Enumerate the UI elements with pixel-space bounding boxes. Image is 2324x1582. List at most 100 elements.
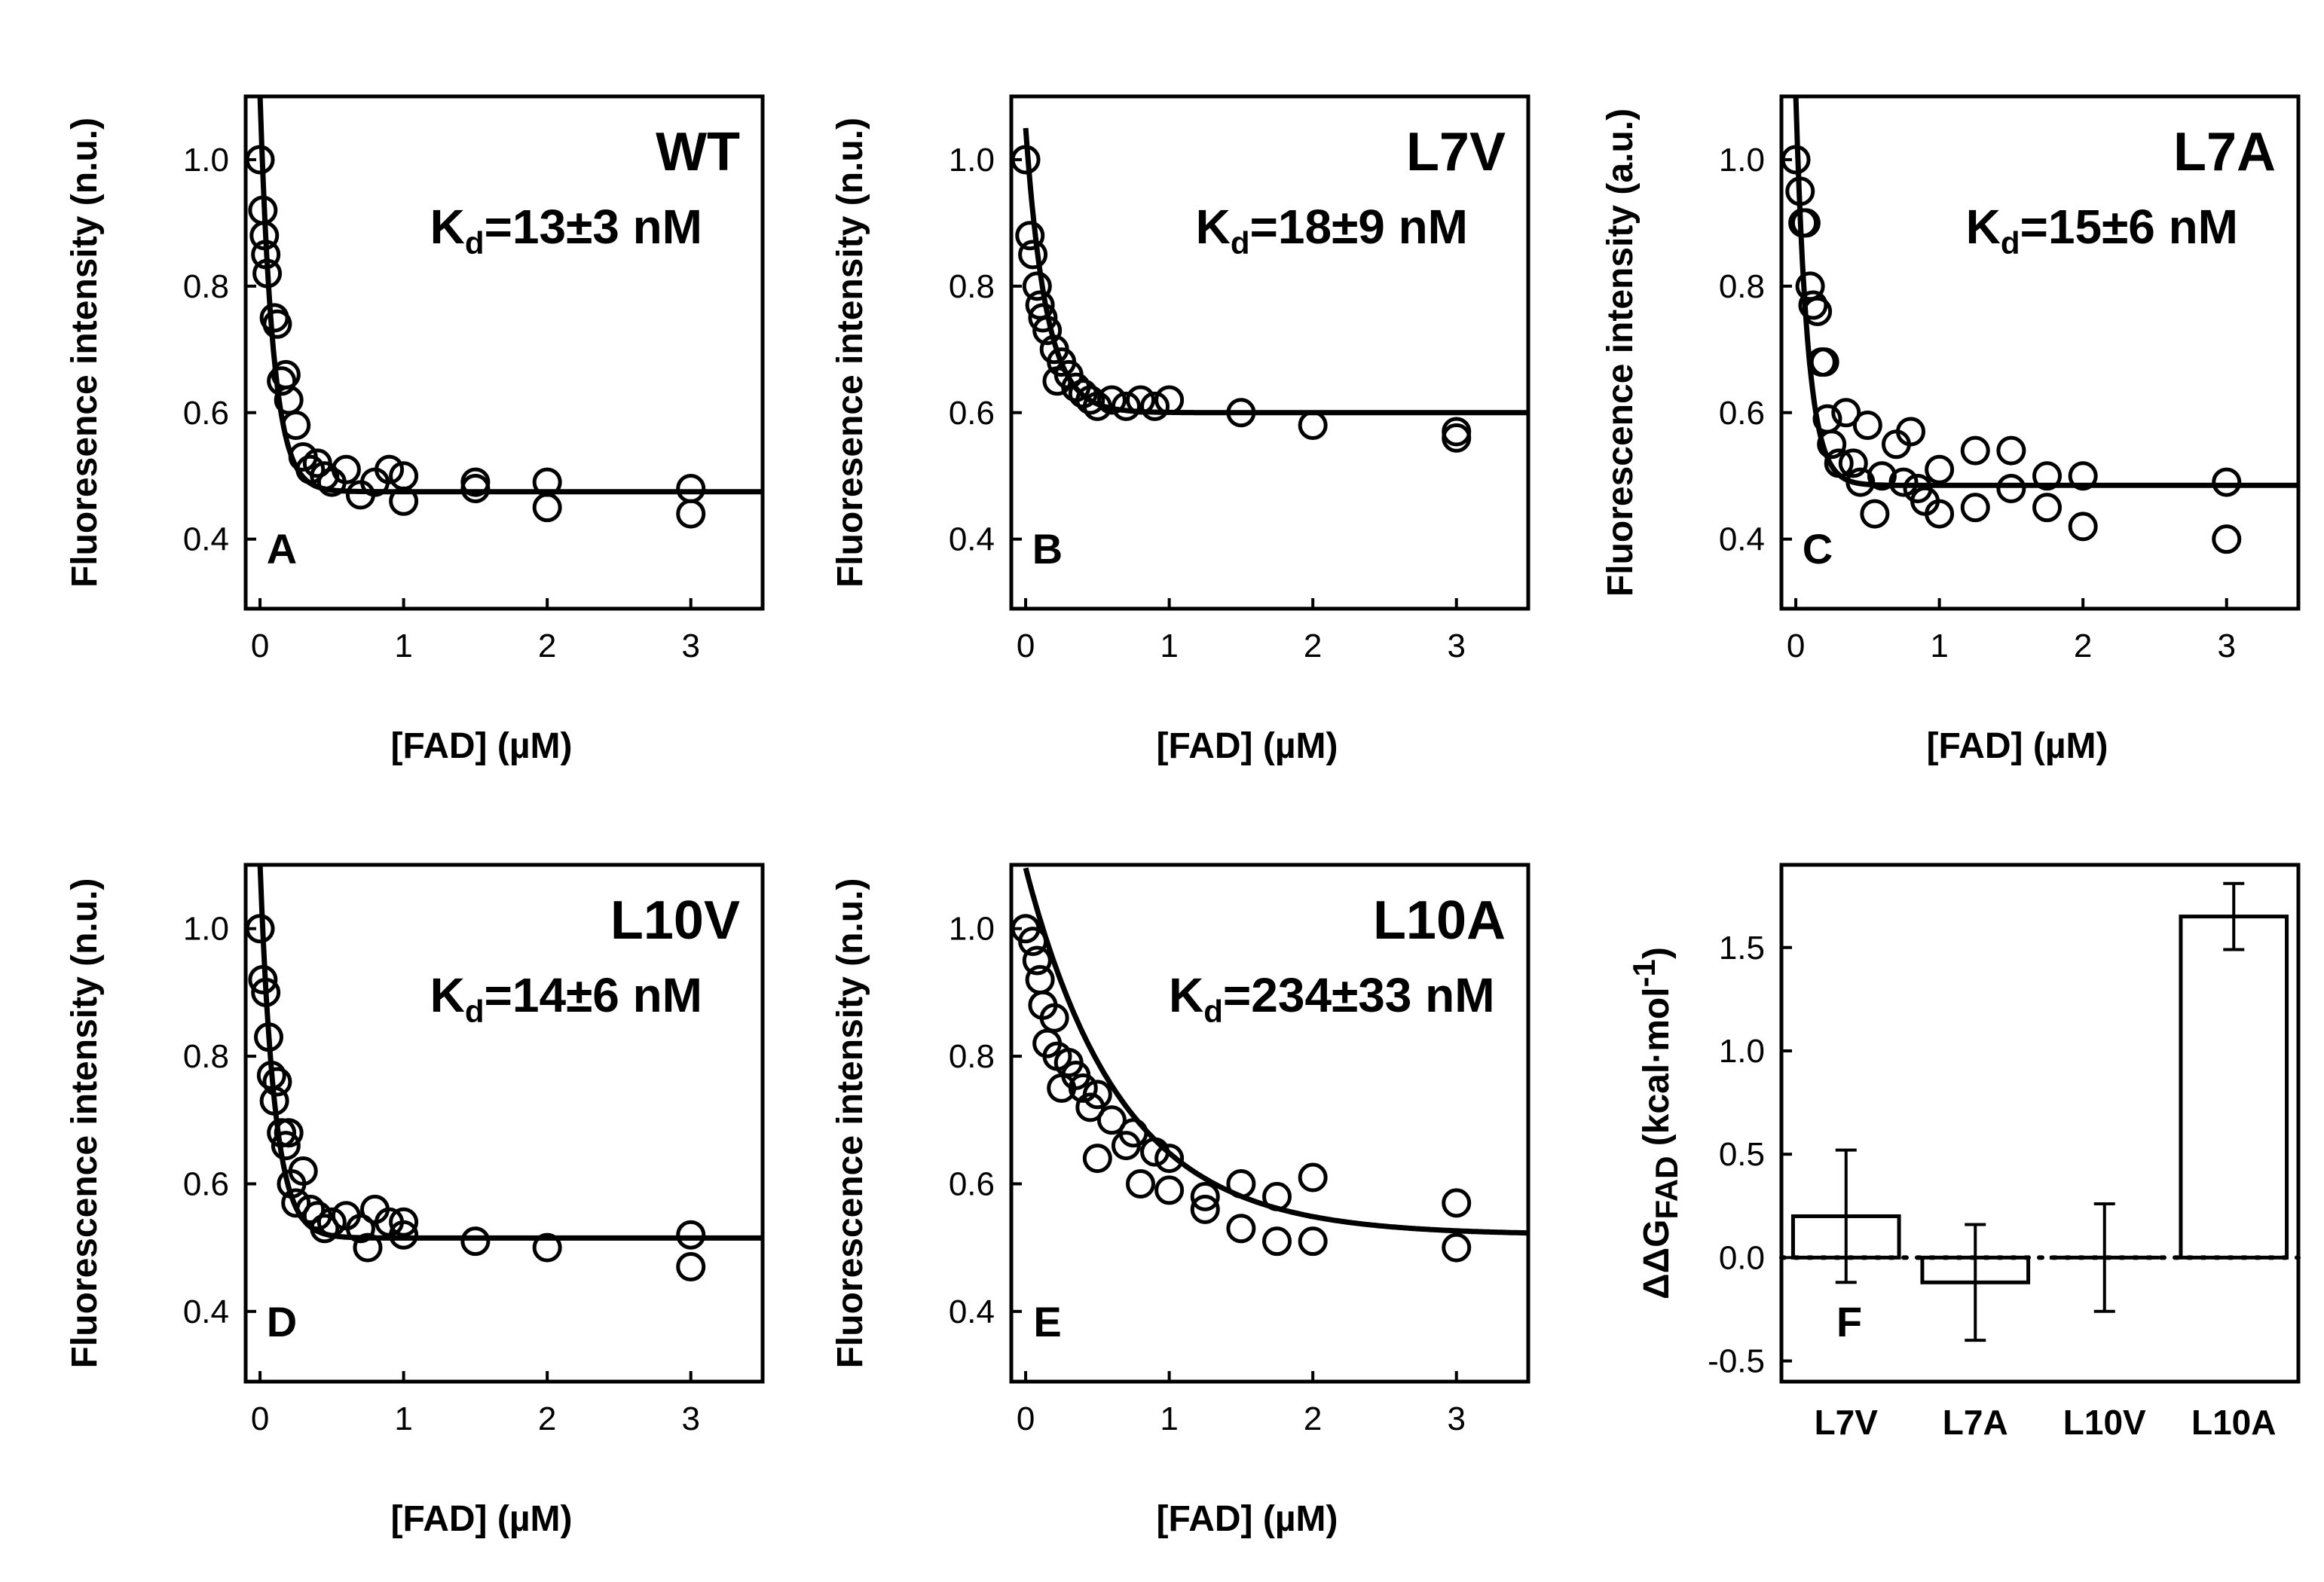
y-tick-label: 0.8 — [1719, 268, 1765, 305]
data-point — [353, 1232, 383, 1263]
y-tick-label: 1.0 — [949, 142, 995, 179]
x-tick-label: 0 — [1787, 628, 1805, 664]
data-point — [460, 1226, 491, 1257]
data-point — [1111, 391, 1141, 421]
plot-frame — [1009, 94, 1530, 611]
kd-label: Kd=18±9 nM — [1196, 200, 1468, 261]
data-point — [676, 1220, 706, 1250]
data-point — [1852, 411, 1882, 441]
plot-frame — [243, 863, 765, 1384]
y-tick-label: -0.5 — [1708, 1343, 1765, 1380]
data-point — [389, 486, 419, 516]
data-point — [1790, 208, 1821, 238]
panel-letter: D — [267, 1298, 297, 1345]
data-point — [1075, 385, 1105, 415]
data-point — [1803, 296, 1833, 326]
panel-title: L7A — [2173, 122, 2276, 182]
data-point — [1154, 1175, 1185, 1205]
y-tick-label: 0.6 — [183, 1165, 229, 1202]
panel-A: 0 1 2 3 0.4 0.6 0.8 1.0 [FAD] (µM) Fluoresence in… — [65, 94, 765, 766]
x-axis-title: [FAD] (µM) — [391, 1499, 573, 1539]
data-point — [1896, 417, 1925, 447]
data-point — [249, 221, 280, 251]
data-point — [288, 1156, 318, 1186]
y-tick-label: 0.5 — [1719, 1136, 1765, 1173]
data-point — [251, 977, 281, 1007]
kd-label: Kd=234±33 nM — [1169, 968, 1495, 1029]
kd-main: K — [1169, 968, 1203, 1022]
y-axis-title: Fluorescence intensity (a.u.) — [1601, 108, 1641, 597]
data-point — [345, 1214, 375, 1244]
data-point — [310, 1214, 340, 1244]
kd-main: K — [430, 968, 465, 1022]
x-axis-title: [FAD] (µM) — [1927, 726, 2108, 766]
data-point — [532, 1232, 562, 1263]
data-point — [676, 1252, 706, 1282]
plot-frame — [1779, 94, 2301, 611]
data-point — [1262, 1226, 1292, 1257]
panel-B: 0 1 2 3 0.4 0.6 0.8 1.0 [FAD] (µM) Fluoresence in… — [830, 94, 1530, 766]
data-point — [2212, 467, 2242, 497]
data-point — [281, 411, 311, 441]
panel-letter: B — [1032, 525, 1063, 573]
data-point — [1190, 1194, 1220, 1224]
y-tick-label: 0.8 — [949, 1038, 995, 1075]
data-point — [1262, 1181, 1292, 1211]
data-point — [1831, 398, 1861, 428]
y-tick-label: 1.0 — [1719, 1033, 1765, 1070]
kd-label: Kd=14±6 nM — [430, 968, 702, 1029]
data-point — [252, 258, 283, 289]
data-point — [2068, 461, 2098, 491]
category-label: L7A — [1943, 1403, 2008, 1442]
x-tick-label: 3 — [681, 1400, 699, 1437]
data-point — [1867, 461, 1897, 491]
data-point — [1809, 347, 1839, 377]
category-label: L10A — [2191, 1403, 2276, 1442]
x-tick-label: 3 — [2217, 628, 2235, 664]
kd-rest: =18±9 nM — [1250, 200, 1468, 254]
x-tick-label: 1 — [1160, 1400, 1178, 1437]
data-point — [1888, 467, 1919, 497]
y-axis-title: Fluorescence intensity (n.u.) — [830, 878, 870, 1369]
data-point — [1039, 1003, 1069, 1033]
data-point — [1082, 1144, 1112, 1174]
data-point — [245, 145, 275, 175]
data-point — [1798, 290, 1828, 320]
kd-rest: =13±3 nM — [485, 200, 702, 254]
data-point — [331, 454, 361, 484]
data-point — [1032, 316, 1063, 346]
data-point — [2212, 524, 2242, 554]
x-tick-label: 0 — [251, 628, 269, 664]
y-axis-title: ΔΔGFAD (kcal·mol-1) — [1626, 947, 1684, 1300]
y-tick-label: 0.8 — [183, 1038, 229, 1075]
panel-letter: E — [1033, 1298, 1061, 1345]
data-point — [1925, 499, 1955, 529]
y-axis-title-sub: FAD — [1649, 1156, 1684, 1220]
data-point — [267, 366, 297, 396]
kd-sub: d — [2001, 225, 2020, 261]
data-point — [2032, 461, 2063, 491]
y-tick-label: 0.4 — [1719, 521, 1765, 558]
data-point — [1154, 385, 1185, 415]
data-point — [1096, 1105, 1127, 1135]
data-point — [1028, 303, 1058, 333]
data-point — [1824, 448, 1854, 478]
x-axis-title: [FAD] (µM) — [391, 726, 573, 766]
panel-title: L10V — [610, 890, 740, 951]
data-point — [1226, 1214, 1256, 1244]
panel-D: 0 1 2 3 0.4 0.6 0.8 1.0 [FAD] (µM) Fluorescence i… — [65, 863, 765, 1539]
data-point — [1068, 1073, 1098, 1103]
data-point — [1011, 145, 1041, 175]
y-axis-title: Fluoresence intensity (n.u.) — [65, 118, 105, 588]
data-point — [1190, 1181, 1220, 1211]
kd-main: K — [1196, 200, 1231, 254]
data-point — [1140, 1137, 1170, 1167]
data-point — [1126, 1168, 1155, 1199]
data-point — [253, 1022, 283, 1052]
data-point — [262, 1067, 292, 1097]
data-point — [1015, 221, 1045, 251]
panel-letter: A — [267, 525, 297, 573]
x-tick-label: 3 — [1447, 1400, 1465, 1437]
y-axis-title-unit: (kcal·mol — [1637, 987, 1677, 1156]
data-point — [1960, 435, 1990, 466]
